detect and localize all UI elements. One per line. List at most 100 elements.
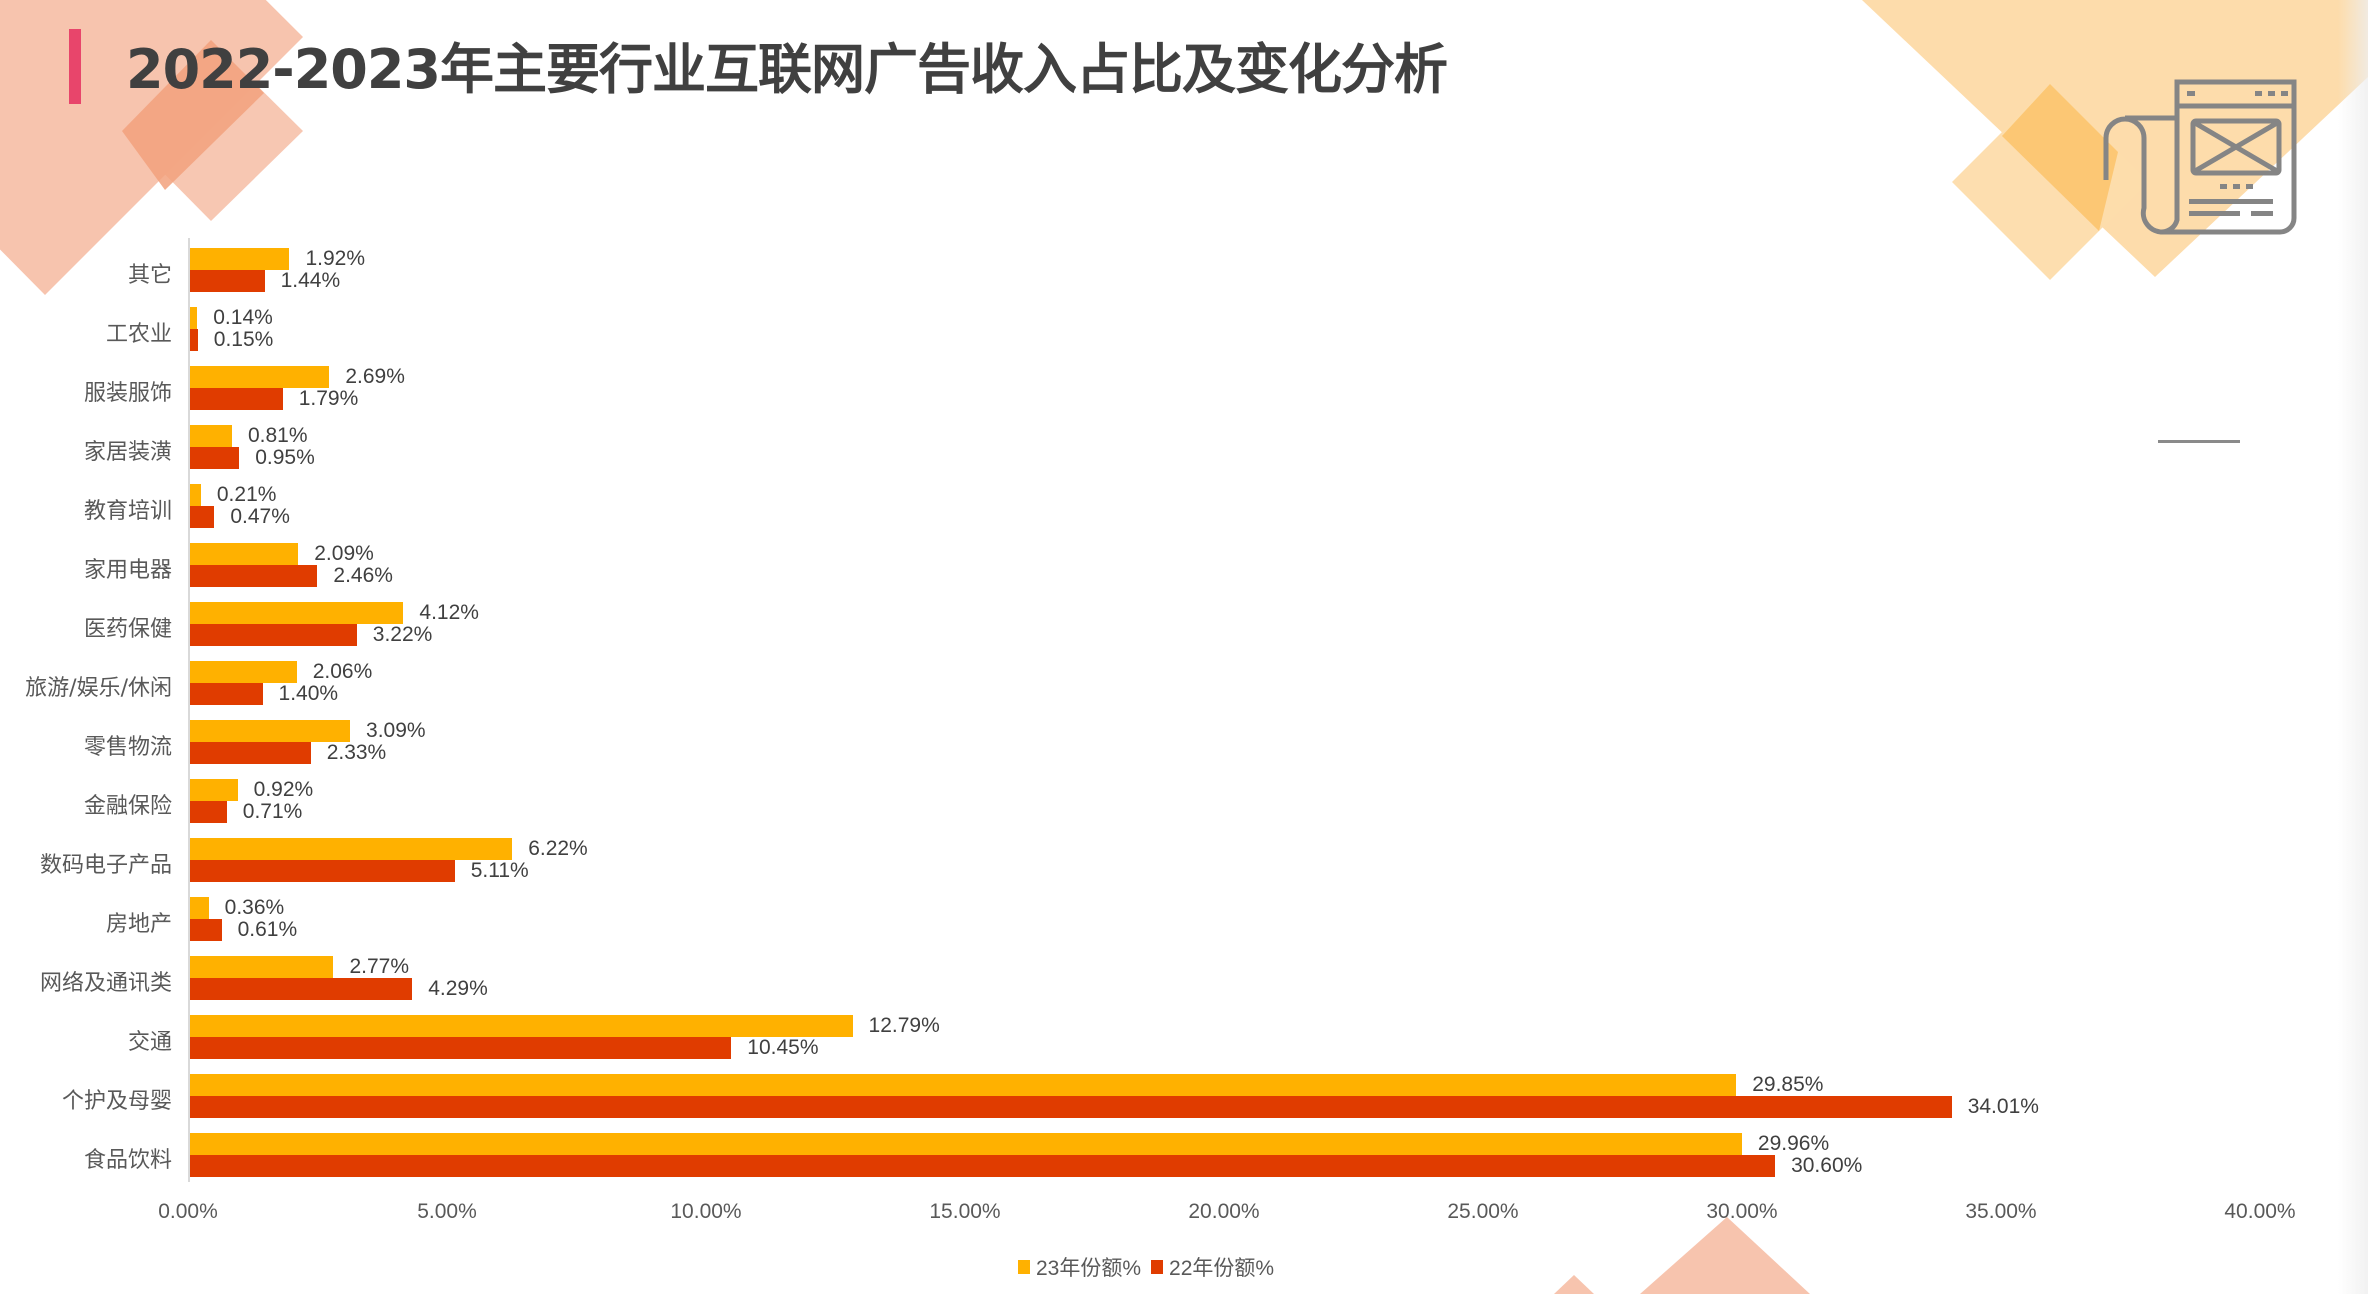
- bar-2022[interactable]: [190, 388, 283, 410]
- value-label-2022: 0.61%: [237, 918, 298, 941]
- bar-2023[interactable]: [190, 1133, 1742, 1155]
- category-label: 数码电子产品: [39, 853, 172, 878]
- category-label: 金融保险: [83, 794, 172, 819]
- bar-2022[interactable]: [190, 683, 263, 705]
- value-label-2022: 0.95%: [255, 446, 315, 469]
- value-label-2023: 0.92%: [253, 778, 314, 801]
- x-tick-label: 20.00%: [1188, 1200, 1260, 1223]
- legend-label-22: 22年份额%: [1169, 1257, 1275, 1280]
- value-label-2023: 29.96%: [1757, 1132, 1830, 1155]
- bar-2023[interactable]: [190, 366, 330, 388]
- bar-2022[interactable]: [190, 1096, 1952, 1118]
- legend-label-23: 23年份额%: [1036, 1257, 1142, 1280]
- category-label: 家居装潢: [83, 440, 172, 465]
- value-label-2022: 0.71%: [242, 800, 303, 823]
- category-label: 工农业: [105, 322, 172, 347]
- bar-2023[interactable]: [190, 425, 232, 447]
- x-tick-label: 5.00%: [417, 1200, 477, 1223]
- value-label-2023: 2.09%: [314, 542, 374, 565]
- bar-2022[interactable]: [190, 801, 227, 823]
- bar-2022[interactable]: [190, 506, 215, 528]
- value-label-2023: 4.12%: [419, 601, 479, 624]
- value-label-2023: 6.22%: [528, 837, 588, 860]
- bar-2022[interactable]: [190, 860, 455, 882]
- value-label-2023: 29.85%: [1752, 1073, 1824, 1096]
- bar-2022[interactable]: [190, 447, 240, 469]
- bar-2022[interactable]: [190, 565, 318, 587]
- chart-legend: 23年份额% 22年份额%: [1018, 1252, 1274, 1282]
- bar-2023[interactable]: [190, 720, 351, 742]
- right-edge-shadow: [2338, 0, 2368, 1294]
- legend-item-22[interactable]: 22年份额%: [1151, 1252, 1274, 1282]
- value-label-2023: 1.92%: [305, 247, 365, 270]
- category-label: 服装服饰: [83, 381, 172, 406]
- category-label: 网络及通讯类: [39, 971, 172, 996]
- value-label-2023: 12.79%: [868, 1014, 940, 1037]
- x-tick-label: 25.00%: [1447, 1200, 1519, 1223]
- value-label-2022: 30.60%: [1791, 1154, 1863, 1177]
- bar-2023[interactable]: [190, 956, 334, 978]
- bar-2023[interactable]: [190, 1074, 1737, 1096]
- bar-2023[interactable]: [190, 248, 290, 270]
- newspaper-scroll-icon: [2103, 79, 2297, 235]
- bar-2023[interactable]: [190, 661, 297, 683]
- category-label: 个护及母婴: [61, 1089, 172, 1114]
- bar-2022[interactable]: [190, 1155, 1776, 1177]
- bar-2022[interactable]: [190, 978, 413, 1000]
- x-tick-label: 10.00%: [670, 1200, 742, 1223]
- value-label-2022: 3.22%: [372, 623, 433, 646]
- bar-2023[interactable]: [190, 897, 209, 919]
- value-label-2022: 10.45%: [747, 1036, 819, 1059]
- bar-2022[interactable]: [190, 270, 265, 292]
- category-label: 医药保健: [83, 617, 172, 642]
- category-label: 房地产: [105, 912, 172, 937]
- y-axis-line: [188, 238, 190, 1182]
- category-label: 零售物流: [83, 735, 172, 760]
- deco-triangle-bottom-small: [1554, 1275, 1594, 1294]
- value-label-2022: 4.29%: [428, 977, 488, 1000]
- bar-2023[interactable]: [190, 484, 201, 506]
- page-title: 2022-2023年主要行业互联网广告收入占比及变化分析: [126, 38, 1448, 101]
- value-label-2023: 2.77%: [349, 955, 410, 978]
- deco-triangle-right: [1862, 0, 2368, 277]
- value-label-2022: 0.15%: [213, 328, 274, 351]
- x-tick-label: 0.00%: [158, 1200, 218, 1223]
- bar-2023[interactable]: [190, 543, 299, 565]
- deco-diamond-overlap-left: [122, 40, 264, 190]
- value-label-2022: 5.11%: [470, 859, 529, 882]
- value-label-2022: 1.79%: [298, 387, 359, 410]
- bar-2023[interactable]: [190, 838, 513, 860]
- bar-2022[interactable]: [190, 742, 311, 764]
- value-label-2023: 0.36%: [224, 896, 285, 919]
- legend-swatch-23: [1018, 1260, 1030, 1274]
- value-label-2022: 0.47%: [230, 505, 290, 528]
- bar-2023[interactable]: [190, 307, 198, 329]
- value-label-2023: 2.06%: [312, 660, 373, 683]
- bar-2022[interactable]: [190, 919, 222, 941]
- category-label: 教育培训: [83, 499, 172, 524]
- x-tick-label: 15.00%: [929, 1200, 1001, 1223]
- bar-2022[interactable]: [190, 1037, 732, 1059]
- bar-2023[interactable]: [190, 779, 238, 801]
- value-label-2023: 3.09%: [366, 719, 426, 742]
- x-tick-label: 30.00%: [1706, 1200, 1778, 1223]
- value-label-2023: 0.14%: [213, 306, 273, 329]
- legend-item-23[interactable]: 23年份额%: [1018, 1252, 1141, 1282]
- category-label: 旅游/娱乐/休闲: [25, 676, 172, 701]
- value-label-2022: 2.46%: [333, 564, 393, 587]
- bar-2023[interactable]: [190, 1015, 853, 1037]
- bar-2022[interactable]: [190, 624, 357, 646]
- value-label-2022: 1.44%: [280, 269, 341, 292]
- bar-2023[interactable]: [190, 602, 404, 624]
- value-label-2022: 1.40%: [278, 682, 339, 705]
- title-accent-bar: [69, 29, 81, 104]
- x-tick-label: 35.00%: [1965, 1200, 2037, 1223]
- category-label: 食品饮料: [83, 1148, 172, 1173]
- value-label-2023: 2.69%: [345, 365, 405, 388]
- category-label: 交通: [127, 1030, 172, 1055]
- category-label: 家用电器: [83, 558, 172, 583]
- value-label-2022: 34.01%: [1967, 1095, 2039, 1118]
- bar-2022[interactable]: [190, 329, 198, 351]
